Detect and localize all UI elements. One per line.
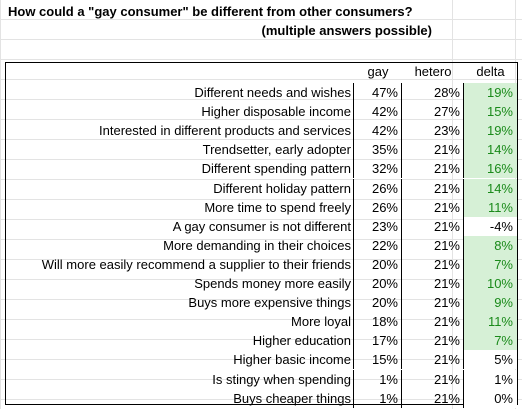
table-row: Different holiday pattern 26% 21% 14% <box>6 178 517 198</box>
table-row: Trendsetter, early adopter 35% 21% 14% <box>6 140 517 160</box>
cell-delta[interactable]: 8% <box>464 235 517 255</box>
table-frame <box>5 62 518 405</box>
cell-delta[interactable]: 15% <box>464 102 517 122</box>
cell-hetero[interactable]: 21% <box>402 388 464 408</box>
cell-hetero[interactable]: 21% <box>402 216 464 236</box>
row-label[interactable]: Different needs and wishes <box>6 83 354 102</box>
cell-gay[interactable]: 47% <box>354 83 402 102</box>
table-row: Will more easily recommend a supplier to… <box>6 254 517 274</box>
cell-delta[interactable]: 10% <box>464 274 517 293</box>
cell-gay[interactable]: 42% <box>354 102 402 122</box>
cell-hetero[interactable]: 27% <box>402 102 464 122</box>
column-header-delta[interactable]: delta <box>476 64 505 79</box>
cell-delta[interactable]: 0% <box>464 388 517 408</box>
row-label[interactable]: Interested in different products and ser… <box>6 121 354 141</box>
table-row: Buys more expensive things 20% 21% 9% <box>6 293 517 313</box>
cell-gay[interactable]: 15% <box>354 350 402 370</box>
table-row: Higher basic income 15% 21% 5% <box>6 350 517 370</box>
row-label[interactable]: Buys cheaper things <box>6 388 354 408</box>
cell-hetero[interactable]: 28% <box>402 83 464 102</box>
cell-gay[interactable]: 26% <box>354 178 402 198</box>
cell-delta[interactable]: 5% <box>464 350 517 370</box>
cell-gay[interactable]: 42% <box>354 121 402 141</box>
row-label[interactable]: Buys more expensive things <box>6 293 354 313</box>
cell-gay[interactable]: 22% <box>354 235 402 255</box>
column-header-hetero[interactable]: hetero <box>414 64 452 79</box>
cell-hetero[interactable]: 21% <box>402 254 464 274</box>
cell-gay[interactable]: 23% <box>354 216 402 236</box>
cell-delta[interactable]: 14% <box>464 140 517 160</box>
cell-delta[interactable]: 11% <box>464 197 517 217</box>
cell-delta[interactable]: -4% <box>464 216 517 236</box>
cell-delta[interactable]: 19% <box>464 83 517 102</box>
row-label[interactable]: Will more easily recommend a supplier to… <box>6 254 354 274</box>
cell-hetero[interactable]: 23% <box>402 121 464 141</box>
cell-hetero[interactable]: 21% <box>402 159 464 179</box>
table-row: More demanding in their choices 22% 21% 8% <box>6 235 517 255</box>
sheet-title: How could a "gay consumer" be different … <box>8 4 413 19</box>
cell-gay[interactable]: 18% <box>354 312 402 332</box>
row-label[interactable]: A gay consumer is not different <box>6 216 354 236</box>
cell-gay[interactable]: 32% <box>354 159 402 179</box>
row-label[interactable]: Different holiday pattern <box>6 178 354 198</box>
table-row: A gay consumer is not different 23% 21% -4% <box>6 216 517 236</box>
row-label[interactable]: Is stingy when spending <box>6 369 354 389</box>
table-row: Different needs and wishes 47% 28% 19% <box>6 83 517 102</box>
table-row: Interested in different products and ser… <box>6 121 517 141</box>
row-label[interactable]: Higher education <box>6 331 354 351</box>
cell-delta[interactable]: 14% <box>464 178 517 198</box>
cell-hetero[interactable]: 21% <box>402 235 464 255</box>
cell-delta[interactable]: 7% <box>464 331 517 351</box>
cell-delta[interactable]: 16% <box>464 159 517 179</box>
cell-delta[interactable]: 9% <box>464 293 517 313</box>
table-row: Spends money more easily 20% 21% 10% <box>6 274 517 293</box>
cell-gay[interactable]: 35% <box>354 140 402 160</box>
row-label[interactable]: Higher disposable income <box>6 102 354 122</box>
cell-hetero[interactable]: 21% <box>402 197 464 217</box>
table-row: More time to spend freely 26% 21% 11% <box>6 197 517 217</box>
row-label[interactable]: More loyal <box>6 312 354 332</box>
cell-gay[interactable]: 20% <box>354 274 402 293</box>
cell-hetero[interactable]: 21% <box>402 350 464 370</box>
cell-gay[interactable]: 20% <box>354 254 402 274</box>
cell-hetero[interactable]: 21% <box>402 369 464 389</box>
cell-delta[interactable]: 7% <box>464 254 517 274</box>
row-label[interactable]: More demanding in their choices <box>6 235 354 255</box>
cell-delta[interactable]: 19% <box>464 121 517 141</box>
cell-hetero[interactable]: 21% <box>402 274 464 293</box>
cell-gay[interactable]: 1% <box>354 388 402 408</box>
cell-delta[interactable]: 11% <box>464 312 517 332</box>
cell-gay[interactable]: 20% <box>354 293 402 313</box>
cell-gay[interactable]: 17% <box>354 331 402 351</box>
table-row: Different spending pattern 32% 21% 16% <box>6 159 517 179</box>
table-row: More loyal 18% 21% 11% <box>6 312 517 332</box>
row-label[interactable]: More time to spend freely <box>6 197 354 217</box>
cell-hetero[interactable]: 21% <box>402 312 464 332</box>
table-row: Higher disposable income 42% 27% 15% <box>6 102 517 122</box>
row-label[interactable]: Spends money more easily <box>6 274 354 293</box>
cell-hetero[interactable]: 21% <box>402 331 464 351</box>
table-row: Is stingy when spending 1% 21% 1% <box>6 369 517 389</box>
sheet-column-line <box>452 0 453 409</box>
sheet-subtitle: (multiple answers possible) <box>261 23 433 38</box>
cell-delta[interactable]: 1% <box>464 369 517 389</box>
column-header-gay[interactable]: gay <box>367 64 389 79</box>
cell-hetero[interactable]: 21% <box>402 178 464 198</box>
cell-hetero[interactable]: 21% <box>402 140 464 160</box>
row-label[interactable]: Higher basic income <box>6 350 354 370</box>
row-label[interactable]: Different spending pattern <box>6 159 354 179</box>
cell-gay[interactable]: 1% <box>354 369 402 389</box>
cell-gay[interactable]: 26% <box>354 197 402 217</box>
cell-hetero[interactable]: 21% <box>402 293 464 313</box>
row-label[interactable]: Trendsetter, early adopter <box>6 140 354 160</box>
table-row: Buys cheaper things 1% 21% 0% <box>6 388 517 408</box>
table-row: Higher education 17% 21% 7% <box>6 331 517 351</box>
